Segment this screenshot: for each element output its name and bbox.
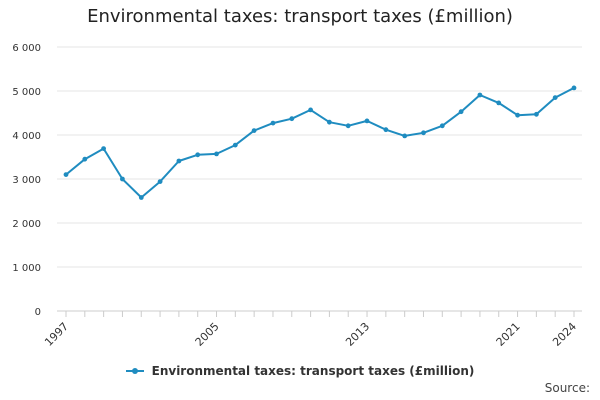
data-point[interactable]: [63, 172, 69, 178]
y-axis-ticks: 0 1 000 2 000 3 000 4 000 5 000 6 000: [12, 43, 41, 318]
x-tick-label: 2024: [550, 320, 579, 349]
chart-title: Environmental taxes: transport taxes (£m…: [87, 6, 513, 27]
legend-label: Environmental taxes: transport taxes (£m…: [151, 364, 475, 378]
data-point[interactable]: [176, 158, 182, 164]
x-axis: 1997 2005 2013 2021 2024: [42, 310, 582, 349]
y-tick-label: 3 000: [12, 175, 41, 186]
data-point[interactable]: [270, 120, 276, 126]
y-tick-label: 0: [35, 307, 41, 318]
y-tick-label: 6 000: [12, 43, 41, 54]
data-point[interactable]: [195, 152, 201, 158]
data-point[interactable]: [82, 156, 88, 162]
x-tick-label: 2021: [494, 320, 523, 349]
x-tick-label: 1997: [42, 320, 71, 349]
data-point[interactable]: [421, 130, 426, 136]
series-transport-taxes[interactable]: [63, 85, 577, 200]
data-point[interactable]: [515, 112, 520, 118]
legend[interactable]: Environmental taxes: transport taxes (£m…: [0, 364, 600, 378]
data-point[interactable]: [571, 85, 577, 91]
data-point[interactable]: [552, 95, 558, 100]
data-point[interactable]: [477, 92, 483, 98]
data-point[interactable]: [496, 100, 502, 106]
grid-lines: [57, 46, 582, 312]
x-tick-label: 2005: [193, 320, 222, 349]
data-point[interactable]: [364, 118, 370, 124]
y-tick-label: 5 000: [12, 87, 41, 98]
data-point[interactable]: [289, 116, 295, 122]
data-point[interactable]: [120, 176, 125, 182]
data-point[interactable]: [327, 119, 332, 125]
data-point[interactable]: [232, 142, 238, 148]
data-point[interactable]: [308, 107, 313, 113]
y-tick-label: 1 000: [12, 263, 41, 274]
data-point[interactable]: [345, 123, 351, 129]
data-point[interactable]: [534, 111, 539, 117]
data-point[interactable]: [214, 151, 219, 157]
x-tick-label: 2013: [343, 320, 372, 349]
data-point[interactable]: [101, 146, 106, 152]
data-point[interactable]: [157, 179, 163, 185]
data-point[interactable]: [138, 195, 144, 200]
data-point[interactable]: [383, 127, 389, 133]
data-point[interactable]: [439, 123, 445, 129]
y-tick-label: 2 000: [12, 219, 41, 230]
data-point[interactable]: [402, 133, 408, 139]
source-label: Source:: [544, 381, 590, 395]
data-point[interactable]: [251, 128, 257, 134]
y-tick-label: 4 000: [12, 131, 41, 142]
series-line[interactable]: [65, 87, 575, 199]
legend-marker-icon: [125, 368, 144, 374]
data-point[interactable]: [458, 109, 464, 115]
